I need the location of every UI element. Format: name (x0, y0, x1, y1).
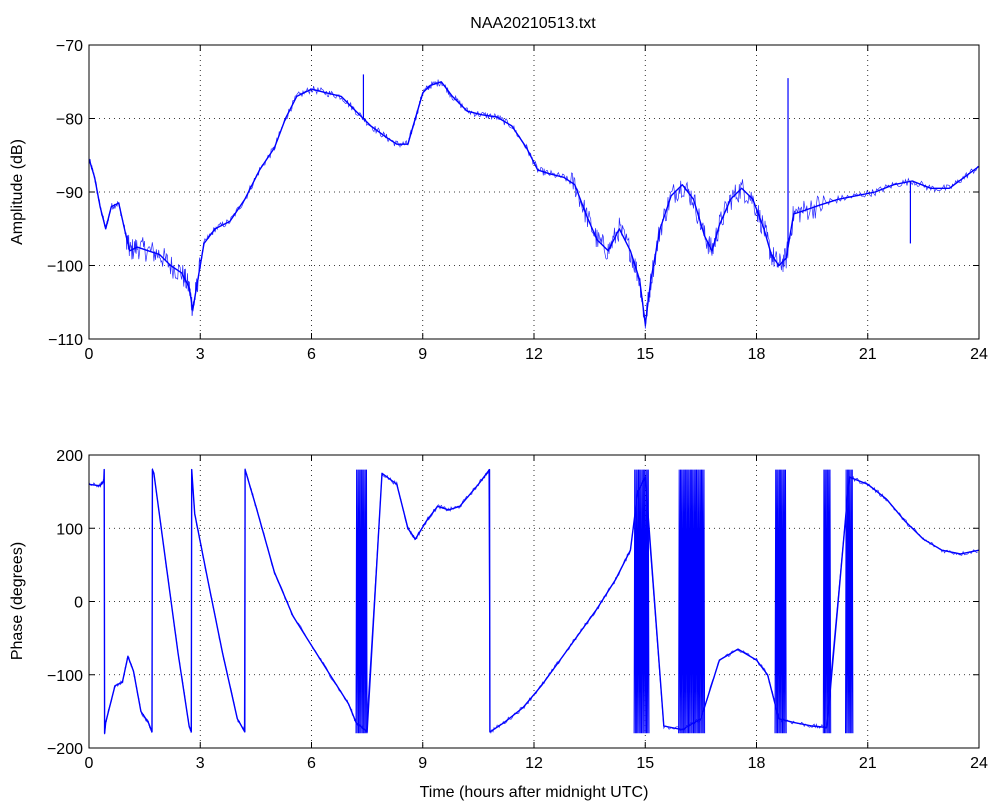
figure-title: NAA20210513.txt (470, 15, 596, 32)
y-tick-label: −110 (48, 332, 83, 349)
x-tick-label: 6 (307, 755, 316, 772)
x-tick-label: 12 (525, 346, 543, 363)
amplitude-panel: 0 3 6 9 12 15 18 21 24 −110 −100 −90 −80 −70 Amplitud… (9, 38, 988, 363)
x-tick-label: 6 (307, 346, 316, 363)
x-tick-label: 12 (525, 755, 543, 772)
x-tick-label: 21 (859, 346, 877, 363)
x-tick-label: 0 (85, 346, 94, 363)
phase-series (89, 468, 979, 735)
amplitude-ylabel: Amplitude (dB) (9, 139, 26, 245)
x-tick-label: 3 (196, 755, 205, 772)
phase-wrap-oscillation (822, 469, 832, 734)
x-tick-label: 18 (748, 346, 766, 363)
y-tick-label: −100 (47, 668, 83, 685)
amplitude-series (89, 74, 979, 329)
y-tick-label: −100 (47, 259, 83, 276)
series-noise (89, 468, 978, 735)
phase-xlabel: Time (hours after midnight UTC) (420, 784, 649, 801)
y-tick-label: 100 (56, 521, 83, 538)
x-tick-label: 0 (85, 755, 94, 772)
y-tick-label: −200 (47, 741, 83, 758)
x-tick-label: 15 (636, 346, 654, 363)
phase-grid (89, 455, 979, 748)
y-tick-label: −80 (56, 112, 83, 129)
phase-panel: 0 3 6 9 12 15 18 21 24 −200 −100 0 100 200 Phase (deg… (9, 448, 988, 801)
phase-wrap-oscillation (678, 469, 706, 734)
x-tick-label: 24 (970, 755, 988, 772)
x-tick-label: 9 (418, 346, 427, 363)
series-noise (89, 79, 979, 329)
x-tick-label: 3 (196, 346, 205, 363)
y-tick-label: 0 (74, 595, 83, 612)
x-tick-label: 9 (418, 755, 427, 772)
phase-wrap-oscillation (845, 469, 854, 734)
x-tick-label: 21 (859, 755, 877, 772)
phase-wrap-oscillation (774, 469, 787, 734)
phase-ylabel: Phase (degrees) (9, 542, 26, 660)
phase-wrap-oscillation (355, 469, 368, 734)
y-tick-label: −70 (56, 38, 83, 55)
x-tick-label: 24 (970, 346, 988, 363)
phase-wrap-oscillation (633, 469, 650, 734)
y-tick-label: 200 (56, 448, 83, 465)
x-tick-label: 15 (636, 755, 654, 772)
phase-ticks: 0 3 6 9 12 15 18 21 24 −200 −100 0 100 200 (47, 448, 988, 772)
amplitude-grid (89, 45, 979, 339)
amplitude-ticks: 0 3 6 9 12 15 18 21 24 −110 −100 −90 −80 −70 (47, 38, 988, 363)
y-tick-label: −90 (56, 185, 83, 202)
x-tick-label: 18 (748, 755, 766, 772)
